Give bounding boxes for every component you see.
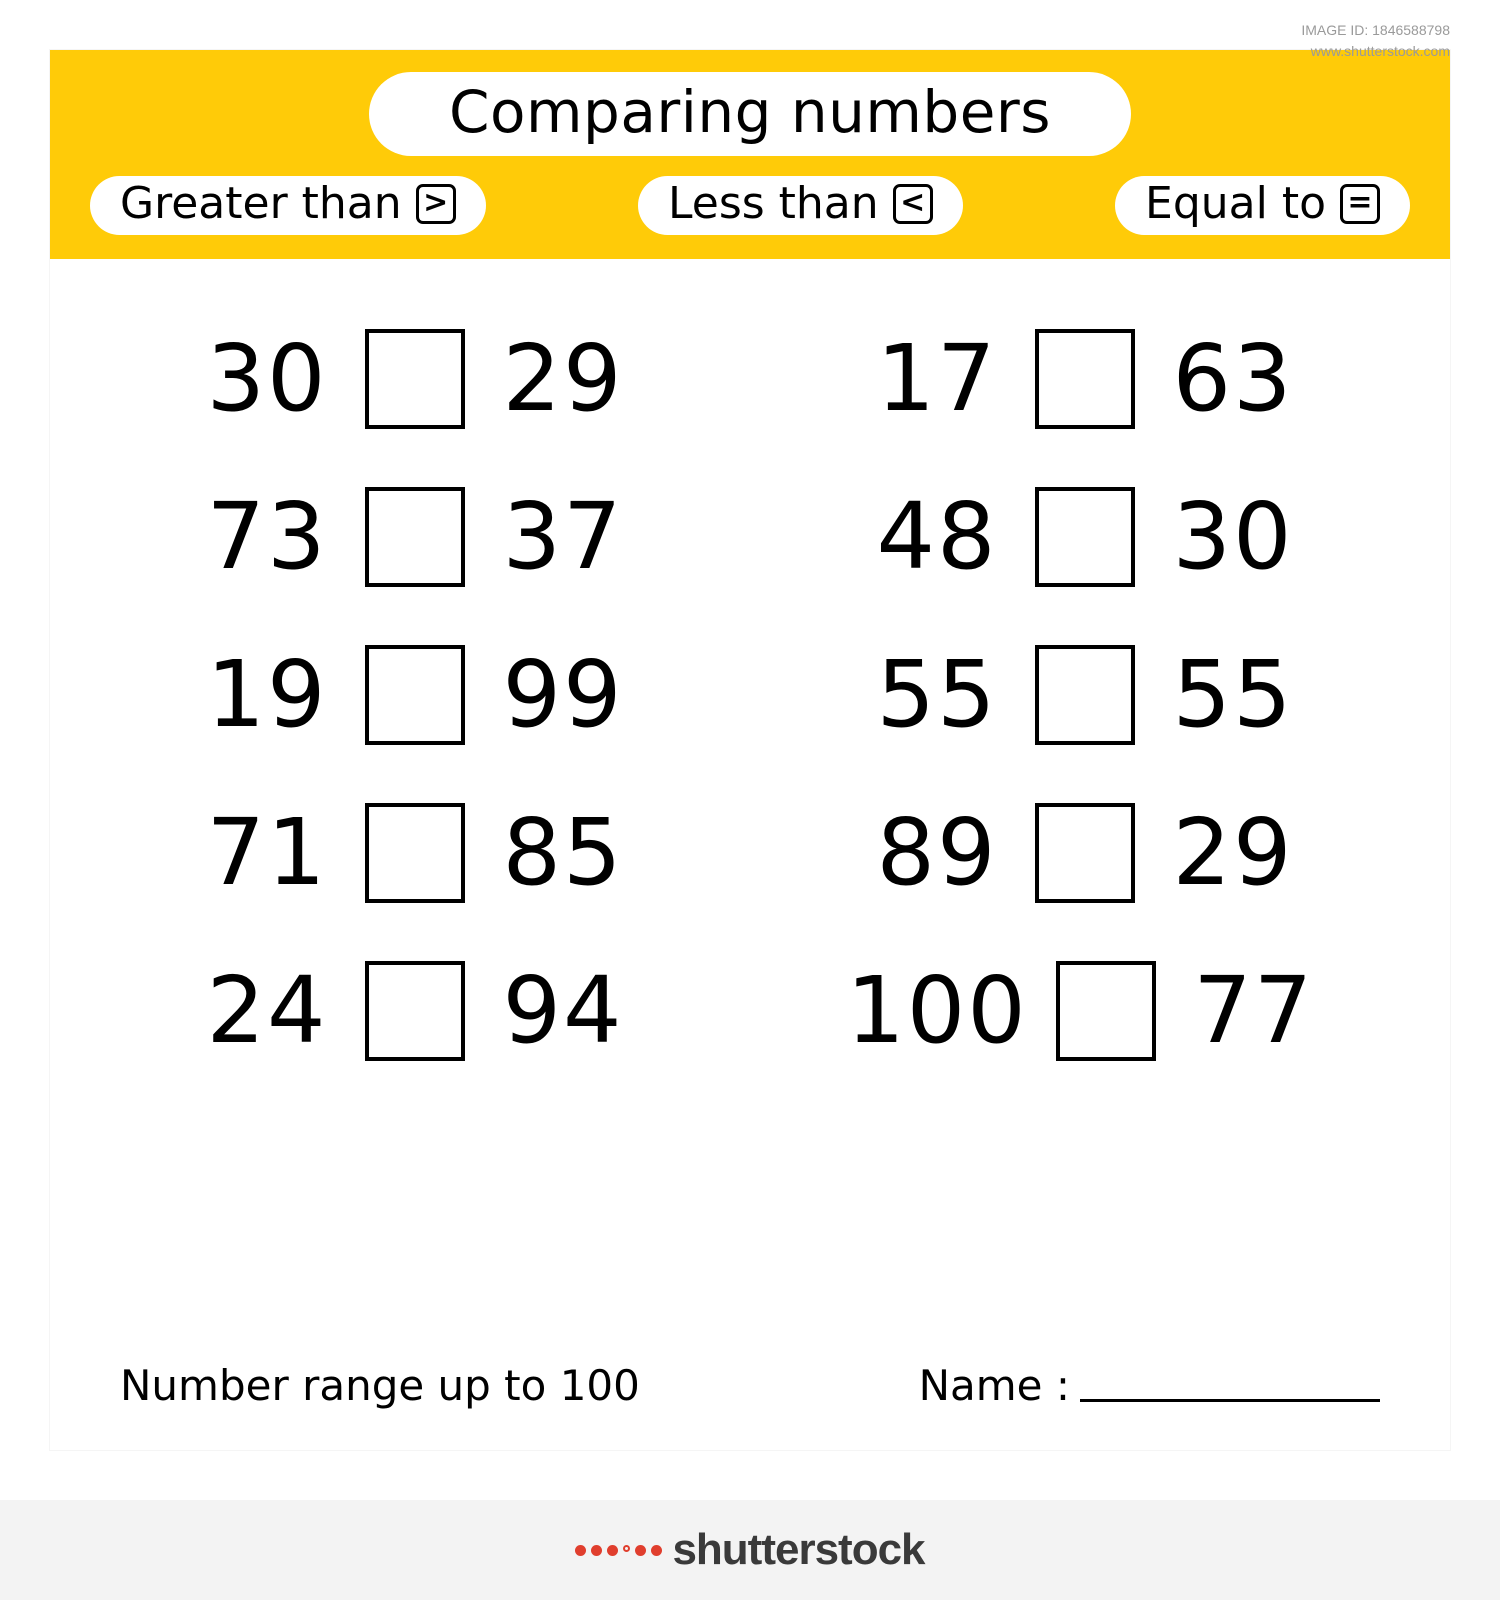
operand-right: 63 [1163, 333, 1303, 425]
problem-row: 17 63 [790, 329, 1380, 429]
stock-image-id: IMAGE ID: 1846588798 www.shutterstock.co… [1301, 20, 1450, 62]
operand-left: 24 [197, 965, 337, 1057]
problem-row: 24 94 [120, 961, 710, 1061]
answer-box[interactable] [1035, 803, 1135, 903]
problems-grid: 30 29 17 63 73 37 48 30 19 99 55 55 [50, 259, 1450, 1061]
stock-bar: shutterstock [0, 1500, 1500, 1600]
operand-left: 30 [197, 333, 337, 425]
problem-row: 55 55 [790, 645, 1380, 745]
answer-box[interactable] [1035, 645, 1135, 745]
shutterstock-logo: shutterstock [575, 1525, 924, 1575]
answer-box[interactable] [1056, 961, 1156, 1061]
problem-row: 48 30 [790, 487, 1380, 587]
name-input-line[interactable] [1080, 1398, 1380, 1402]
problem-row: 30 29 [120, 329, 710, 429]
number-range-text: Number range up to 100 [120, 1361, 640, 1410]
stock-id-label: IMAGE ID: 1846588798 [1301, 20, 1450, 41]
answer-box[interactable] [1035, 329, 1135, 429]
operand-left: 73 [197, 491, 337, 583]
name-field: Name : [919, 1361, 1380, 1410]
header-band: Comparing numbers Greater than > Less th… [50, 50, 1450, 259]
operand-left: 19 [197, 649, 337, 741]
operand-right: 29 [493, 333, 633, 425]
answer-box[interactable] [365, 329, 465, 429]
operand-right: 37 [493, 491, 633, 583]
less-than-icon: < [893, 184, 933, 224]
legend-equal-to: Equal to = [1115, 176, 1410, 235]
operand-left: 17 [867, 333, 1007, 425]
operand-left: 89 [867, 807, 1007, 899]
stock-site: www.shutterstock.com [1301, 41, 1450, 62]
operand-right: 77 [1184, 965, 1324, 1057]
operand-right: 55 [1163, 649, 1303, 741]
operand-right: 29 [1163, 807, 1303, 899]
legend-label: Less than [668, 178, 879, 229]
stock-brand-text: shutterstock [672, 1525, 924, 1575]
operand-right: 30 [1163, 491, 1303, 583]
answer-box[interactable] [365, 961, 465, 1061]
operand-right: 99 [493, 649, 633, 741]
operand-left: 48 [867, 491, 1007, 583]
name-label: Name : [919, 1361, 1070, 1410]
footer-row: Number range up to 100 Name : [50, 1361, 1450, 1410]
answer-box[interactable] [365, 645, 465, 745]
page-title: Comparing numbers [369, 72, 1131, 156]
legend-label: Equal to [1145, 178, 1326, 229]
problem-row: 100 77 [790, 961, 1380, 1061]
operand-left: 55 [867, 649, 1007, 741]
problem-row: 71 85 [120, 803, 710, 903]
answer-box[interactable] [1035, 487, 1135, 587]
greater-than-icon: > [416, 184, 456, 224]
operand-left: 100 [846, 965, 1028, 1057]
legend-less-than: Less than < [638, 176, 963, 235]
operand-left: 71 [197, 807, 337, 899]
answer-box[interactable] [365, 487, 465, 587]
answer-box[interactable] [365, 803, 465, 903]
operand-right: 85 [493, 807, 633, 899]
equal-to-icon: = [1340, 184, 1380, 224]
shutterstock-icon [575, 1545, 662, 1556]
problem-row: 73 37 [120, 487, 710, 587]
problem-row: 89 29 [790, 803, 1380, 903]
problem-row: 19 99 [120, 645, 710, 745]
legend-greater-than: Greater than > [90, 176, 486, 235]
operand-right: 94 [493, 965, 633, 1057]
legend-label: Greater than [120, 178, 402, 229]
worksheet-page: Comparing numbers Greater than > Less th… [50, 50, 1450, 1450]
legend-row: Greater than > Less than < Equal to = [90, 176, 1410, 235]
